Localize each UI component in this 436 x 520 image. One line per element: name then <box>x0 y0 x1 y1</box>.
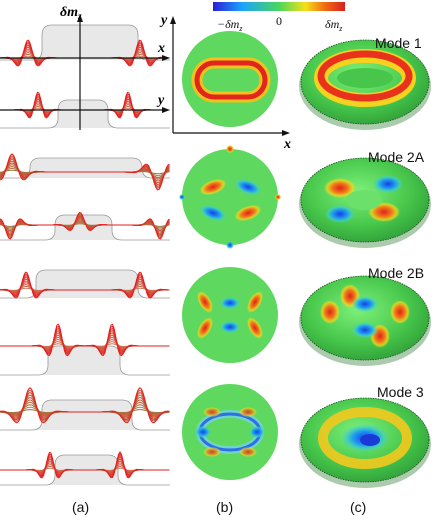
profile-curve <box>0 387 170 424</box>
mode-2b-disk <box>182 267 278 363</box>
mode-3-title: Mode 3 <box>377 384 424 400</box>
colorbar-gradient <box>213 2 345 11</box>
panel-label-c: (c) <box>350 499 366 515</box>
profile-box-2a-bot <box>0 214 170 241</box>
surface-dip <box>325 205 355 223</box>
mode-3-surface <box>299 397 431 488</box>
mode-1-disk <box>182 31 278 127</box>
positive-lobe <box>203 447 221 457</box>
disk-background <box>182 267 278 363</box>
mode-1-title: Mode 1 <box>375 35 422 51</box>
profile-bundle-2a-bot <box>0 211 170 240</box>
svg-text:−δmz: −δmz <box>217 17 243 33</box>
positive-lobe <box>197 317 213 339</box>
disk-ring <box>194 60 268 100</box>
positive-lobe <box>247 317 263 339</box>
positive-lobe <box>247 291 263 313</box>
positive-lobe <box>239 407 257 417</box>
positive-lobe <box>234 204 262 222</box>
profile-box-1b <box>0 99 170 129</box>
surface-base <box>300 275 430 361</box>
colorbar-pos-label: δm <box>325 17 340 31</box>
profile-curve <box>0 451 170 479</box>
disk-background <box>182 384 278 480</box>
surface-dip <box>352 296 378 312</box>
column-a-profiles <box>0 14 170 486</box>
mode-2b-surface <box>299 275 431 366</box>
surface-dip <box>352 322 378 338</box>
axis-a-y-sub: z <box>77 11 82 21</box>
positive-lobe <box>203 407 221 417</box>
mode-2a-surface <box>299 157 431 248</box>
column-c-surfaces <box>299 39 431 488</box>
axis-b-x-label: x <box>283 137 291 152</box>
surface-dip <box>373 175 403 193</box>
svg-text:δmz: δmz <box>60 5 82 21</box>
panel-label-b: (b) <box>216 499 233 515</box>
mode-2a-title: Mode 2A <box>368 149 425 165</box>
mode-3-disk <box>182 384 278 480</box>
disk-background <box>182 31 278 127</box>
profile-box-1a <box>0 24 170 61</box>
profile-bundle-2a-top <box>0 153 170 191</box>
mode-2a-disk <box>179 145 281 249</box>
colorbar-neg-sub: z <box>238 24 243 33</box>
column-b-disks: y x <box>159 13 291 480</box>
negative-lobe <box>199 204 227 222</box>
profile-curve <box>0 153 170 191</box>
profile-box-2b-bot <box>0 345 170 376</box>
colorbar-zero-label: 0 <box>276 14 282 28</box>
profile-curve <box>0 211 170 240</box>
surface-peak <box>324 178 356 198</box>
negative-lobe <box>234 178 262 196</box>
profile-curve <box>0 271 170 299</box>
surface-peak <box>320 300 340 324</box>
svg-text:δmz: δmz <box>325 17 343 33</box>
negative-lobe <box>220 297 240 309</box>
profile-bundle-3-bot <box>0 451 170 479</box>
positive-lobe <box>239 447 257 457</box>
colorbar-neg-label: −δm <box>217 17 240 31</box>
axis-a-x2-label: y <box>156 93 165 108</box>
profile-bundle-2b-bot <box>0 323 170 357</box>
profile-curve <box>0 323 170 357</box>
surface-peak <box>390 300 410 324</box>
profile-bundle-2b-top <box>0 271 170 299</box>
axis-a-x-label: x <box>157 41 165 56</box>
negative-lobe <box>220 321 240 333</box>
surface-ridge <box>317 50 413 102</box>
mode-1-surface <box>299 39 431 130</box>
axis-b-y-label: y <box>159 13 168 28</box>
panel-label-a: (a) <box>72 499 89 515</box>
disk-background <box>182 149 278 245</box>
positive-lobe <box>197 291 213 313</box>
positive-lobe <box>199 178 227 196</box>
colorbar: −δmz 0 δmz <box>213 2 345 33</box>
colorbar-pos-sub: z <box>338 24 343 33</box>
mode-2b-title: Mode 2B <box>368 265 424 281</box>
axis-a-y-label: δm <box>60 5 78 20</box>
profile-bundle-3-top <box>0 387 170 424</box>
